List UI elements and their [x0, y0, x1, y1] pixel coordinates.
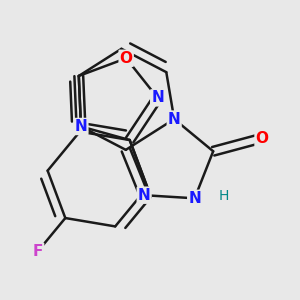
Text: F: F: [33, 244, 43, 259]
Text: N: N: [75, 119, 87, 134]
Text: O: O: [256, 131, 268, 146]
Text: O: O: [120, 51, 133, 66]
Text: N: N: [151, 90, 164, 105]
Text: N: N: [188, 191, 201, 206]
Text: H: H: [219, 189, 229, 203]
Text: N: N: [138, 188, 151, 203]
Text: N: N: [168, 112, 181, 127]
